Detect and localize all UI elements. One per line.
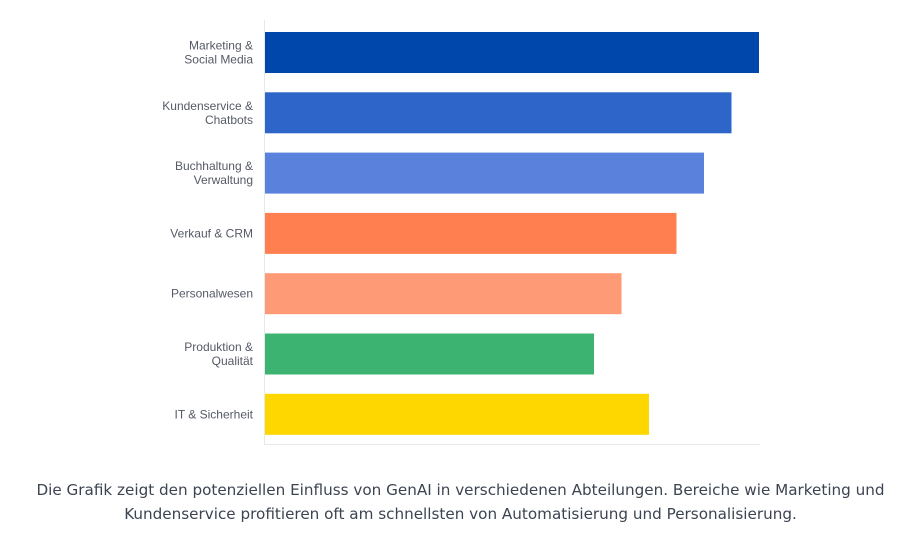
category-label-line: Verkauf & CRM [170,226,253,240]
category-label-line: Kundenservice & [162,99,253,113]
category-label-line: Produktion & [184,340,253,354]
bar-0 [264,32,759,73]
bar-1 [264,92,732,134]
category-label-line: Chatbots [205,113,253,127]
category-label-line: Buchhaltung & [175,159,253,173]
category-labels-group: Marketing & Social Media Kundenservice & Ch… [162,39,253,422]
category-label-line: Marketing & [189,39,253,53]
bar-4 [264,273,622,315]
category-label-3: Verkauf & CRM [170,226,253,240]
category-label-1: Kundenservice & Chatbots [162,99,253,127]
category-label-0: Marketing & Social Media [184,39,253,67]
chart-caption: Die Grafik zeigt den potenziellen Einflu… [20,478,901,526]
category-label-line: Personalwesen [171,287,253,301]
category-label-line: IT & Sicherheit [175,407,254,421]
category-label-line: Social Media [184,53,253,67]
bar-6 [264,393,649,435]
category-label-line: Verwaltung [194,173,253,187]
bar-3 [264,212,677,254]
category-label-2: Buchhaltung & Verwaltung [175,159,253,187]
bar-2 [264,152,704,194]
category-label-6: IT & Sicherheit [175,407,254,421]
category-label-5: Produktion & Qualität [184,340,253,368]
bars-group [264,32,759,435]
caption-line-2: Kundenservice profitieren oft am schnell… [124,505,797,523]
bar-5 [264,333,594,375]
category-label-line: Qualität [212,354,254,368]
caption-line-1: Die Grafik zeigt den potenziellen Einflu… [36,481,885,499]
category-label-4: Personalwesen [171,287,253,301]
bar-chart: Marketing & Social Media Kundenservice & Ch… [162,20,760,445]
